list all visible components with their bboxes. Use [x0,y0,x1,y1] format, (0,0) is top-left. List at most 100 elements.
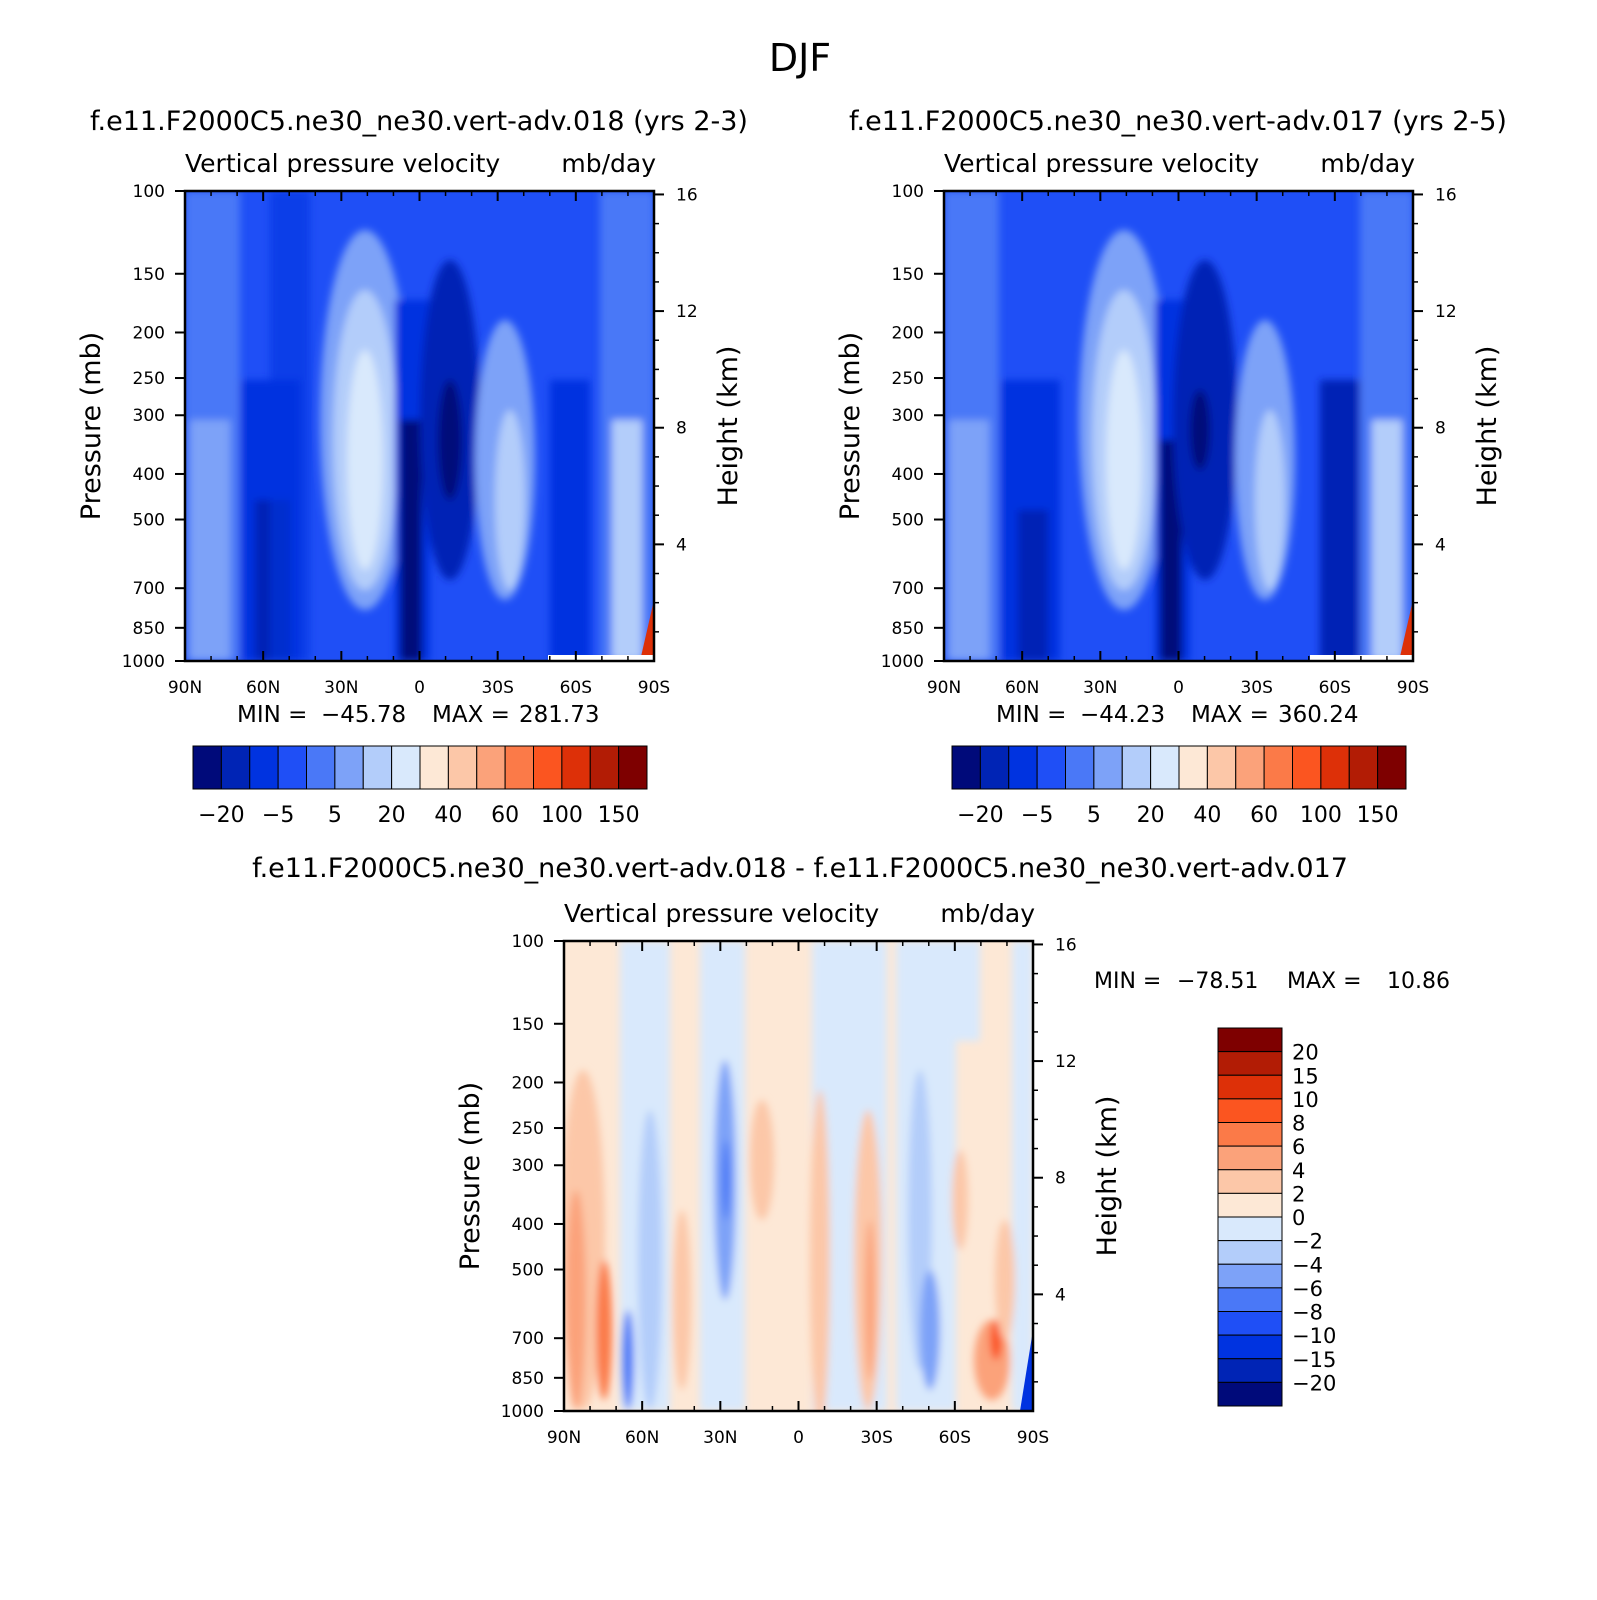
colorbar-box [419,745,449,790]
x-tick-label: 90N [168,678,202,698]
y-tick-label: 200 [512,1073,544,1093]
x-tick-label: 90S [1397,678,1429,698]
x-tick-label: 60S [560,678,592,698]
y-tick-label: 1000 [501,1402,544,1422]
colorbar-label: 10 [1292,1088,1319,1112]
panel-1-min-label: MIN = [237,702,307,728]
y-tick-label: 250 [892,369,924,389]
panel-2-max-value: 360.24 [1278,702,1358,728]
y-tick-label: 700 [133,579,165,599]
y-right-tick-label: 8 [1055,1169,1066,1189]
y-right-tick-label: 8 [676,419,687,439]
colorbar-box [1217,1074,1283,1100]
panel-3-max-label: MAX = [1287,969,1362,994]
colorbar-label: −4 [1292,1253,1323,1277]
x-tick-label: 90S [638,678,670,698]
colorbar-label: 20 [1137,803,1165,828]
panel-3: f.e11.F2000C5.ne30_ne30.vert-adv.018 - f… [252,853,1450,1448]
colorbar-label: 8 [1292,1112,1305,1136]
colorbar-box [1217,1169,1283,1194]
x-tick-label: 0 [793,1428,804,1448]
colorbar-box [1217,1216,1283,1242]
y-right-tick-label: 12 [1435,302,1457,322]
y-right-tick-label: 4 [1055,1285,1066,1305]
panel-3-units: mb/day [940,899,1035,928]
colorbar-box [1217,1122,1283,1147]
panel-2-max-label: MAX = [1191,702,1269,728]
y-tick-label: 150 [892,265,924,285]
colorbar-label: −10 [1292,1324,1336,1348]
colorbar-box [1093,745,1123,790]
x-tick-label: 30S [481,678,513,698]
colorbar-box [1121,745,1152,790]
panel-1: f.e11.F2000C5.ne30_ne30.vert-adv.018 (yr… [76,106,748,828]
colorbar-label: 40 [434,803,462,828]
panel-3-min-label: MIN = [1094,969,1161,994]
colorbar-box [1377,745,1407,790]
colorbar-box [1217,1098,1283,1123]
y-tick-label: 850 [892,619,924,639]
panel-3-axes: 90N 60N 30N 0 30S 60S 90S 100 150 200 250 300 400 500… [501,932,1077,1448]
colorbar-label: −20 [198,803,244,828]
panel-1-axes: 90N 60N 30N 0 30S 60S 90S 100 150 200 250 300 400 500… [122,182,698,698]
colorbar-box [1217,1287,1283,1312]
colorbar-box [1263,745,1293,790]
panel-3-ylabel-right: Height (km) [1092,1096,1123,1257]
x-tick-label: 60N [246,678,280,698]
colorbar-label: −15 [1292,1348,1336,1372]
panel-1-units: mb/day [561,149,656,178]
colorbar-label: −5 [262,803,294,828]
colorbar-box [1217,1334,1283,1360]
x-tick-label: 60N [1005,678,1039,698]
panel-2-units: mb/day [1320,149,1415,178]
colorbar-box [476,745,506,790]
colorbar-box [1348,745,1379,790]
y-tick-label: 850 [512,1369,544,1389]
y-tick-label: 850 [133,619,165,639]
x-tick-label: 0 [414,678,425,698]
colorbar-label: 15 [1292,1064,1319,1088]
x-tick-label: 30S [1240,678,1272,698]
colorbar-label: 60 [1250,803,1278,828]
x-tick-label: 30N [1083,678,1117,698]
colorbar-box [334,745,364,790]
panel-1-field [185,191,654,661]
y-tick-label: 500 [133,511,165,531]
colorbar-label: 100 [541,803,583,828]
colorbar-box [618,745,648,790]
panel-3-case-title: f.e11.F2000C5.ne30_ne30.vert-adv.018 - f… [252,853,1348,884]
colorbar-box [1217,1145,1283,1171]
colorbar-box [391,745,421,790]
x-tick-label: 0 [1173,678,1184,698]
y-tick-label: 500 [892,511,924,531]
colorbar-box [1217,1192,1283,1218]
colorbar-label: −2 [1292,1230,1323,1254]
colorbar-box [220,745,251,790]
panel-2: f.e11.F2000C5.ne30_ne30.vert-adv.017 (yr… [835,106,1507,828]
colorbar-label: 5 [328,803,342,828]
colorbar-box [1150,745,1180,790]
colorbar-label: 6 [1292,1135,1305,1159]
colorbar-box [1217,1358,1283,1383]
y-tick-label: 150 [512,1015,544,1035]
panel-2-min-value: −44.23 [1080,702,1165,728]
y-tick-label: 150 [133,265,165,285]
y-tick-label: 300 [892,406,924,426]
colorbar-box [504,745,534,790]
colorbar-box [277,745,307,790]
colorbar-box [1217,1311,1283,1336]
colorbar-box [1235,745,1265,790]
colorbar-label: 60 [491,803,519,828]
x-tick-label: 90N [927,678,961,698]
y-tick-label: 100 [892,182,924,202]
y-tick-label: 400 [892,465,924,485]
y-tick-label: 200 [133,323,165,343]
panel-2-title: Vertical pressure velocity [944,149,1259,178]
colorbar-label: 40 [1193,803,1221,828]
panel-1-max-value: 281.73 [519,702,599,728]
y-tick-label: 700 [892,579,924,599]
x-tick-label: 90S [1017,1428,1049,1448]
colorbar-label: 0 [1292,1206,1305,1230]
x-tick-label: 60N [625,1428,659,1448]
colorbar-box [1008,745,1038,790]
